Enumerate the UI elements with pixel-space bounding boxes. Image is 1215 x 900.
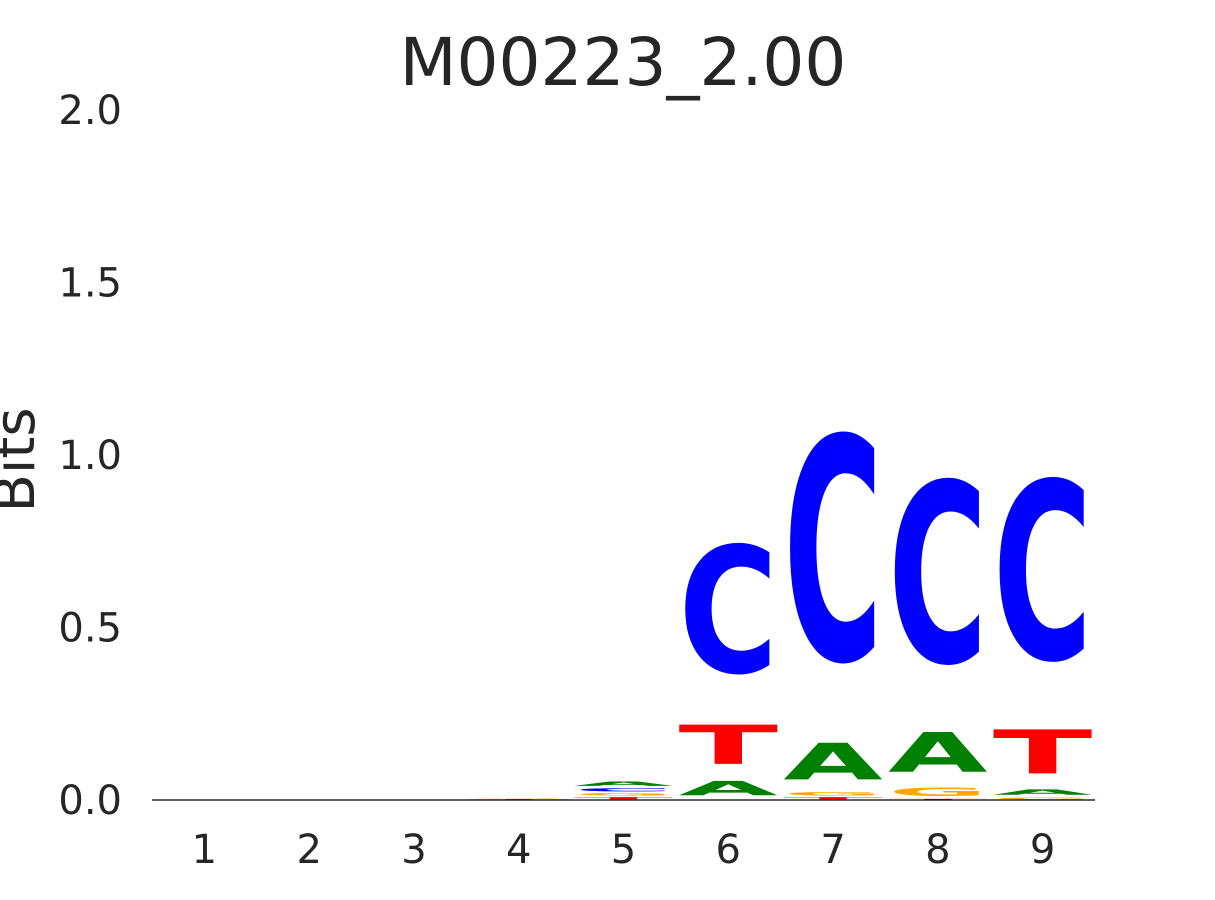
logo-letters: TGTGCAATCTGACTGACGATC (469, 375, 1093, 800)
chart-title: M00223_2.00 (400, 24, 847, 101)
x-tick-label: 7 (820, 827, 845, 873)
y-tick-label: 1.5 (58, 261, 122, 307)
x-tick-label: 9 (1030, 827, 1055, 873)
x-tick-label: 6 (716, 827, 741, 873)
logo-letter-T: T (574, 797, 674, 800)
y-axis-ticks: 0.0 0.5 1.0 1.5 2.0 (58, 88, 122, 824)
logo-letter-C: C (574, 787, 674, 792)
x-tick-label: 1 (192, 827, 217, 873)
logo-letter-G: G (888, 785, 988, 799)
x-tick-label: 8 (925, 827, 950, 873)
logo-letter-G: G (783, 791, 883, 796)
logo-letter-A: A (993, 788, 1093, 797)
y-axis-label: Bits (0, 407, 48, 512)
x-axis-ticks: 1 2 3 4 5 6 7 8 9 (192, 827, 1056, 873)
logo-letter-T: T (783, 797, 883, 800)
y-tick-label: 2.0 (58, 88, 122, 134)
logo-letter-A: A (888, 721, 988, 785)
logo-letter-T: T (679, 714, 779, 777)
logo-letter-G: G (574, 792, 674, 796)
logo-letter-G: G (993, 797, 1093, 800)
logo-letter-C: C (783, 375, 883, 732)
logo-letter-G: G (469, 798, 569, 799)
logo-letter-A: A (679, 777, 779, 800)
y-tick-label: 1.0 (58, 433, 122, 479)
logo-letter-T: T (993, 718, 1093, 788)
x-tick-label: 2 (296, 827, 321, 873)
logo-letter-C: C (679, 510, 779, 713)
y-tick-label: 0.5 (58, 606, 122, 652)
logo-letter-A: A (783, 733, 883, 792)
logo-letter-C: C (993, 431, 1093, 717)
x-tick-label: 3 (401, 827, 426, 873)
y-tick-label: 0.0 (58, 778, 122, 824)
x-tick-label: 5 (611, 827, 636, 873)
logo-letter-A: A (574, 780, 674, 787)
logo-letter-T: T (888, 799, 988, 800)
logo-letter-C: C (888, 433, 988, 721)
x-tick-label: 4 (506, 827, 531, 873)
